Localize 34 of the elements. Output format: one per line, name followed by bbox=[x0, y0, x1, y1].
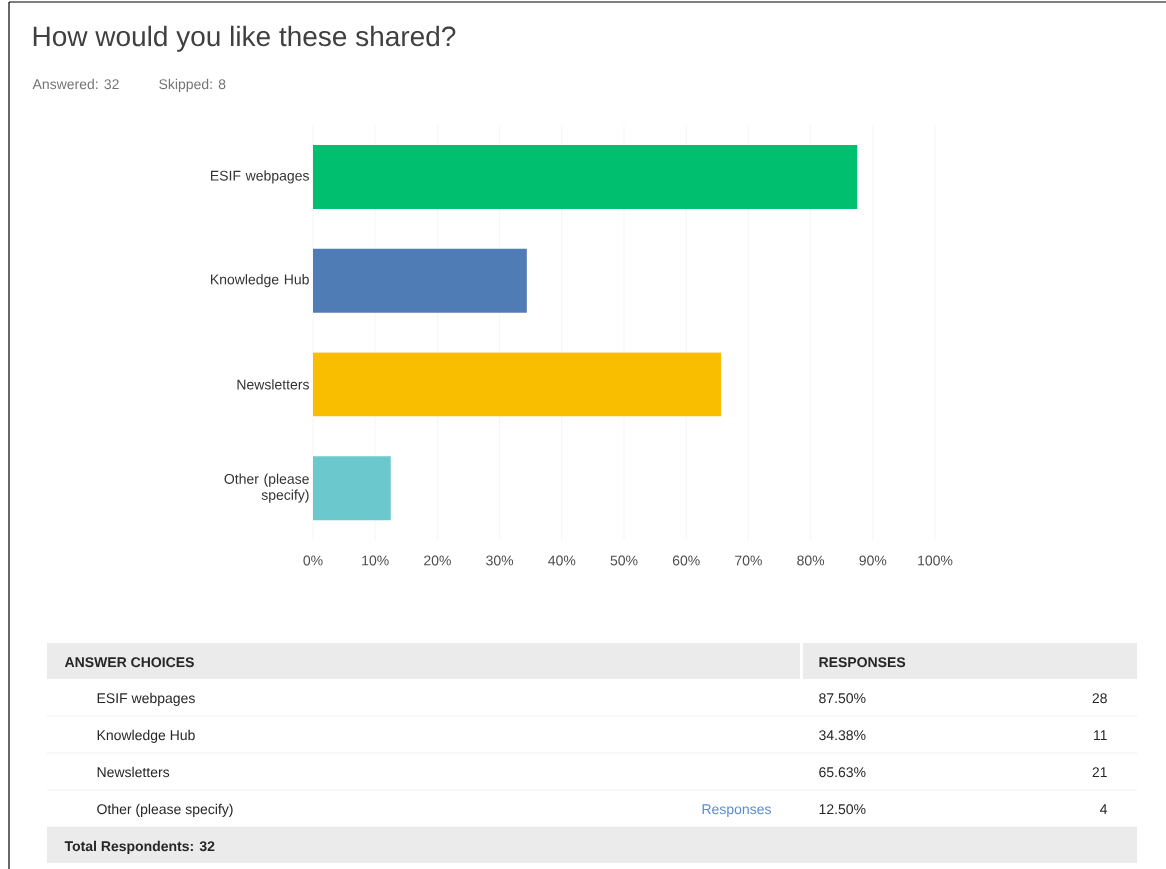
text: 34.38% bbox=[819, 730, 866, 741]
category-label: Knowledge Hub bbox=[97, 729, 195, 743]
x-tick-label: 60% bbox=[672, 555, 700, 566]
x-tick-label: 50% bbox=[610, 555, 638, 566]
y-tick-label: Newsletters bbox=[237, 379, 309, 390]
x-tick-label: 90% bbox=[859, 555, 887, 566]
text: 12.50% bbox=[819, 804, 866, 815]
x-tick-label: 0% bbox=[303, 555, 323, 566]
text: ANSWER CHOICES bbox=[64, 657, 194, 668]
y-tick-label: Other (please specify) bbox=[224, 473, 309, 503]
x-tick-label: 30% bbox=[486, 555, 514, 566]
x-tick-label: 40% bbox=[548, 555, 576, 566]
chart-title: How would you like these shared? bbox=[33, 25, 456, 52]
text: Responses bbox=[702, 804, 771, 817]
text: 21 bbox=[1092, 767, 1107, 777]
text: 65.63% bbox=[819, 767, 866, 778]
x-tick-label: 20% bbox=[424, 555, 451, 566]
y-tick-label: ESIF webpages bbox=[211, 170, 309, 184]
x-tick-label: 70% bbox=[735, 555, 762, 566]
text: 28 bbox=[1092, 693, 1107, 704]
text: Answered: 32 bbox=[32, 78, 119, 90]
y-tick-label: Knowledge Hub bbox=[211, 274, 309, 288]
text: Total Respondents: 32 bbox=[64, 840, 215, 854]
x-tick-label: 80% bbox=[797, 555, 825, 566]
text: 87.50% bbox=[819, 693, 866, 704]
category-label: Other (please specify) bbox=[97, 803, 233, 817]
text: 11 bbox=[1094, 730, 1107, 740]
category-label: Newsletters bbox=[97, 766, 170, 778]
text: RESPONSES bbox=[819, 657, 906, 668]
text: Skipped: 8 bbox=[159, 78, 226, 92]
x-tick-label: 100% bbox=[918, 555, 953, 566]
x-tick-label: 10% bbox=[362, 555, 389, 566]
category-label: ESIF webpages bbox=[97, 692, 195, 706]
text: 4 bbox=[1100, 804, 1108, 814]
